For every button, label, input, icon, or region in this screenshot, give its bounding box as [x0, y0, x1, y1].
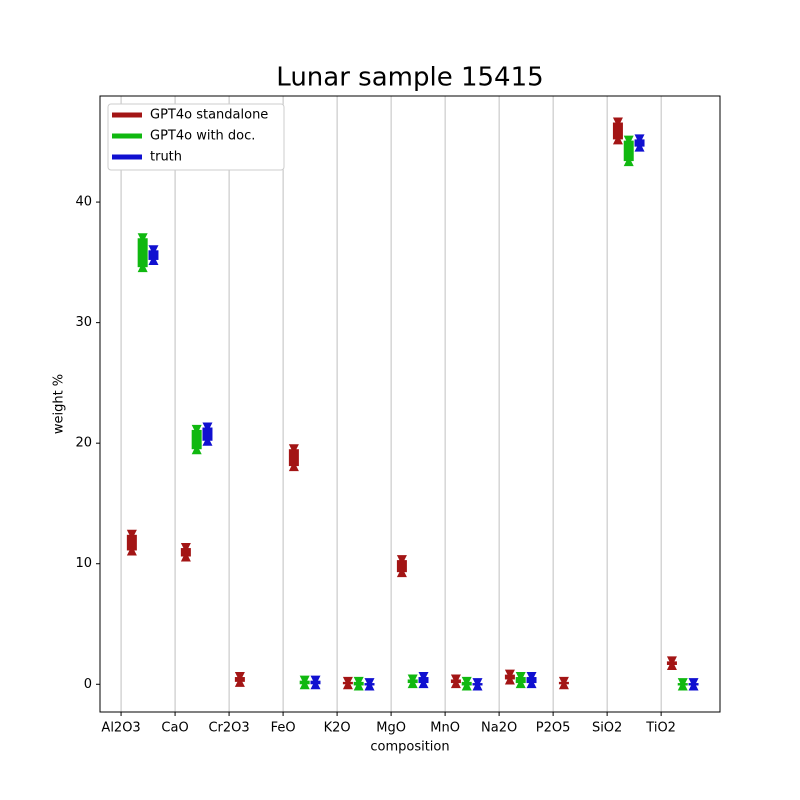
low-marker	[418, 678, 429, 689]
high-marker	[396, 555, 407, 566]
low-marker	[180, 551, 191, 562]
range-bar	[396, 560, 407, 573]
low-marker	[634, 141, 645, 152]
x-tick-label: Cr2O3	[208, 721, 249, 736]
high-marker	[191, 424, 202, 435]
chart-title: Lunar sample 15415	[276, 63, 543, 93]
range-bar	[612, 122, 623, 140]
x-tick-label: MgO	[376, 721, 406, 736]
y-tick-label: 10	[75, 556, 92, 571]
x-tick-label: Na2O	[481, 721, 517, 736]
low-marker	[666, 659, 677, 670]
y-tick-label: 30	[75, 315, 92, 330]
high-marker	[526, 672, 537, 683]
low-marker	[677, 680, 688, 691]
x-tick-label: TiO2	[645, 721, 676, 736]
high-marker	[623, 135, 634, 146]
low-marker	[191, 444, 202, 455]
high-marker	[137, 233, 148, 244]
low-marker	[234, 676, 245, 687]
low-marker	[353, 680, 364, 691]
y-tick-label: 20	[75, 436, 92, 451]
high-marker	[148, 245, 159, 256]
x-tick-label: MnO	[430, 721, 460, 736]
legend-label: GPT4o with doc.	[150, 129, 255, 144]
low-marker	[299, 679, 310, 690]
low-marker	[623, 156, 634, 167]
low-marker	[148, 254, 159, 265]
low-marker	[342, 679, 353, 690]
high-marker	[612, 117, 623, 128]
legend-label: GPT4o standalone	[150, 108, 268, 123]
x-tick-label: P2O5	[536, 721, 571, 736]
range-bar	[126, 534, 137, 551]
high-marker	[634, 134, 645, 145]
legend-box	[107, 103, 285, 171]
low-marker	[450, 678, 461, 689]
low-marker	[202, 435, 213, 446]
range-bar	[191, 429, 202, 450]
y-tick-label: 40	[75, 195, 92, 210]
low-marker	[310, 679, 321, 690]
low-marker	[407, 678, 418, 689]
low-marker	[288, 461, 299, 472]
high-marker	[515, 672, 526, 683]
x-axis-label: composition	[370, 740, 449, 755]
high-marker	[180, 543, 191, 554]
low-marker	[688, 680, 699, 691]
legend-label: truth	[150, 150, 182, 165]
x-tick-label: K2O	[324, 721, 351, 736]
range-bar	[202, 427, 213, 441]
low-marker	[558, 679, 569, 690]
plot-frame	[99, 95, 721, 713]
high-marker	[288, 444, 299, 455]
x-tick-label: Al2O3	[101, 721, 140, 736]
low-marker	[504, 674, 515, 685]
low-marker	[396, 567, 407, 578]
low-marker	[526, 678, 537, 689]
x-tick-label: FeO	[271, 721, 296, 736]
high-marker	[202, 422, 213, 433]
low-marker	[461, 680, 472, 691]
high-marker	[126, 529, 137, 540]
y-tick-label: 0	[84, 677, 92, 692]
low-marker	[612, 134, 623, 145]
x-tick-label: CaO	[161, 721, 188, 736]
range-bar	[288, 449, 299, 467]
low-marker	[364, 680, 375, 691]
y-axis-label: weight %	[52, 374, 67, 434]
low-marker	[126, 545, 137, 556]
x-tick-label: SiO2	[592, 721, 622, 736]
range-bar	[137, 238, 148, 268]
range-bar	[623, 140, 634, 162]
low-marker	[472, 680, 483, 691]
high-marker	[418, 672, 429, 683]
low-marker	[137, 262, 148, 273]
low-marker	[515, 678, 526, 689]
